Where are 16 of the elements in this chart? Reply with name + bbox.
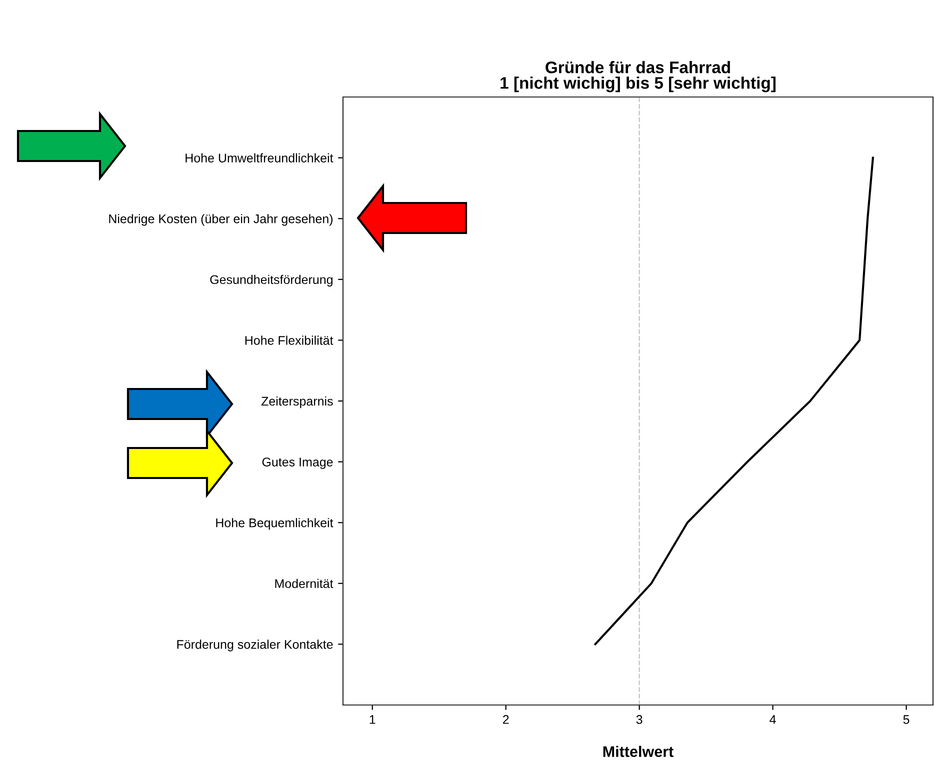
y-tick-label: Förderung sozialer Kontakte xyxy=(177,640,333,652)
x-tick-label: 2 xyxy=(503,715,509,724)
y-tick-label: Niedrige Kosten (über ein Jahr gesehen) xyxy=(109,214,333,226)
y-tick-label: Hohe Flexibilität xyxy=(245,336,334,345)
y-tick-label: Gutes Image xyxy=(262,458,333,469)
x-tick-label: 3 xyxy=(636,715,642,724)
x-tick-label: 4 xyxy=(770,715,776,724)
x-axis-title: Mittelwert xyxy=(603,746,674,758)
y-tick-label: Modernität xyxy=(275,578,334,588)
y-tick-label: Hohe Bequemlichkeit xyxy=(216,518,334,530)
chart-title: Gründe für das Fahrrad 1 [nicht wichig] bis 5 [sehr wichtig] xyxy=(500,61,776,92)
y-tick-label: Gesundheitsförderung xyxy=(210,274,332,287)
x-tick-label: 1 xyxy=(370,715,376,724)
y-tick-label: Zeitersparnis xyxy=(261,396,333,408)
y-tick-label: Hohe Umweltfreundlichkeit xyxy=(186,153,334,162)
x-tick-label: 5 xyxy=(903,715,910,724)
